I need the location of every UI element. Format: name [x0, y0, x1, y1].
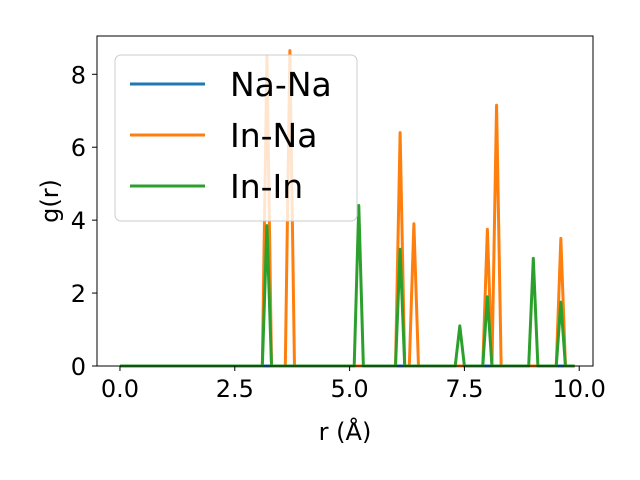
y-tick-label: 8: [71, 61, 86, 89]
legend: Na-Na In-Na In-In: [114, 54, 358, 222]
y-tick-label: 6: [71, 134, 86, 162]
axes-frame: [96, 35, 594, 367]
y-axis-ticks: 0 2 4 6 8: [71, 61, 97, 381]
x-tick-label: 7.5: [445, 375, 483, 403]
legend-label-na-na: Na-Na: [230, 65, 332, 104]
x-axis-ticks: 0.0 2.5 5.0 7.5 10.0: [101, 366, 606, 403]
y-tick-label: 2: [71, 280, 86, 308]
x-tick-label: 10.0: [553, 375, 606, 403]
legend-label-in-in: In-In: [230, 167, 303, 206]
x-tick-label: 5.0: [331, 375, 369, 403]
x-tick-label: 0.0: [101, 375, 139, 403]
legend-label-in-na: In-Na: [230, 116, 317, 155]
series-line-in-in: [119, 204, 575, 368]
legend-box: [114, 54, 358, 222]
y-tick-label: 4: [71, 207, 86, 235]
plot-area: 0.0 2.5 5.0 7.5 10.0 0 2 4 6 8: [71, 35, 606, 403]
y-tick-label: 0: [71, 353, 86, 381]
x-tick-label: 2.5: [216, 375, 254, 403]
y-axis-label: g(r): [36, 179, 64, 223]
x-axis-label: r (Å): [319, 417, 372, 446]
